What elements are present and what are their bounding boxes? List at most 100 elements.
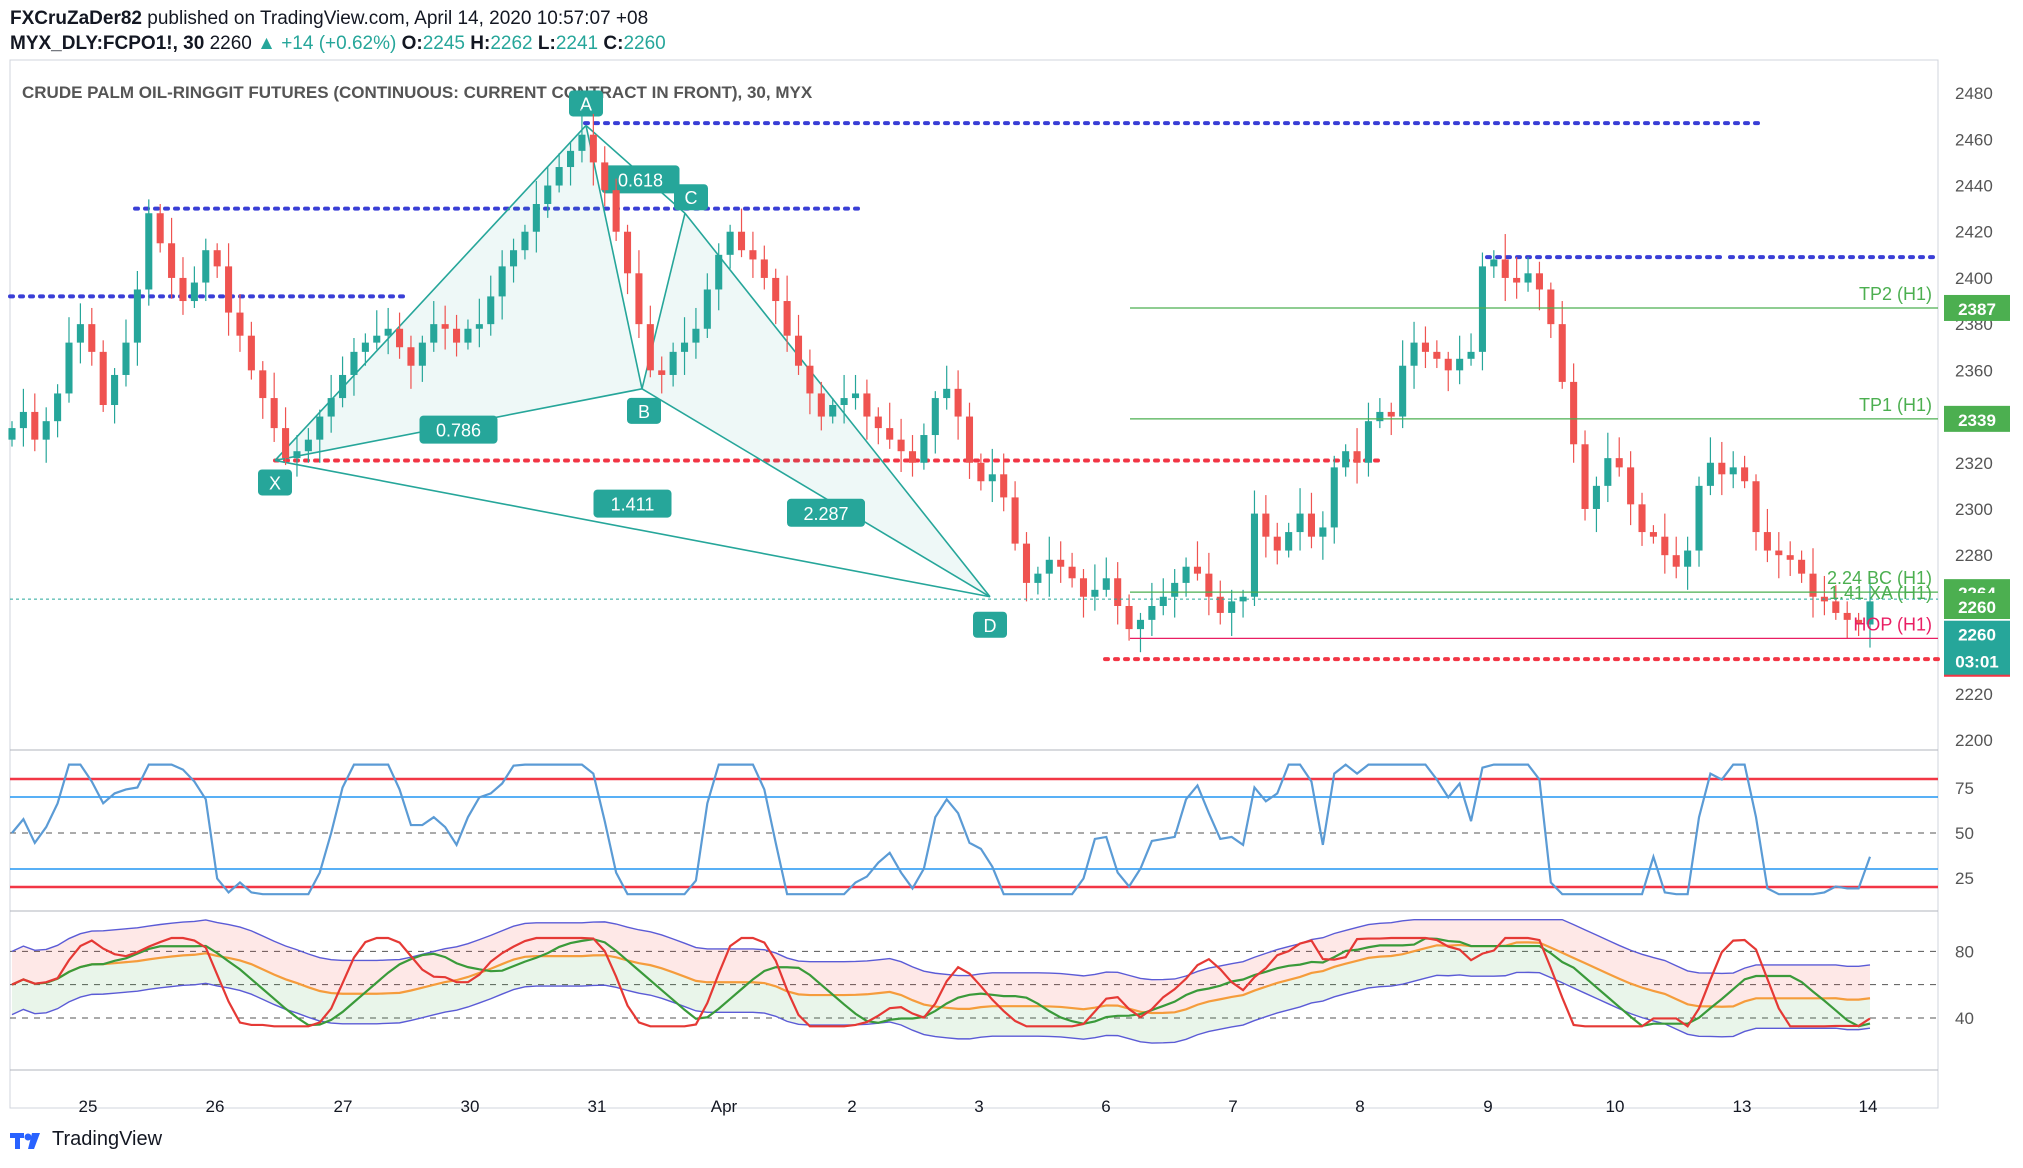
candle-body	[1421, 342, 1429, 352]
candle	[475, 298, 483, 348]
candle-body	[1775, 550, 1783, 556]
candle	[498, 250, 506, 320]
candle	[1193, 541, 1202, 581]
candle	[1410, 321, 1418, 389]
candle-body	[567, 150, 575, 168]
candle-body	[544, 185, 552, 204]
candle-body	[1250, 513, 1258, 597]
candle-body	[122, 342, 130, 375]
candle	[920, 423, 928, 470]
pattern-point-D: D	[973, 611, 1007, 638]
candle	[726, 224, 734, 269]
candle-body	[1057, 559, 1065, 567]
candle	[1524, 257, 1532, 292]
candle-body	[1125, 606, 1133, 630]
y-tick-label: 2440	[1955, 177, 1993, 196]
candle-body	[441, 324, 449, 329]
candle-body	[783, 301, 791, 336]
price-tag-bg	[1944, 593, 2010, 619]
candle	[1513, 257, 1521, 299]
candle	[453, 314, 461, 357]
stoch-slow-line	[11, 937, 1871, 1028]
candle-body	[270, 398, 278, 429]
pattern-point-label: C	[685, 188, 698, 208]
candle	[1399, 340, 1407, 429]
candle-body	[498, 266, 506, 297]
y-tick-label: 2460	[1955, 130, 1993, 149]
candle-body	[1387, 411, 1395, 417]
candle-body	[1262, 513, 1270, 537]
candle	[339, 356, 347, 408]
brand-label[interactable]: TradingView	[52, 1128, 163, 1150]
candle-body	[601, 162, 609, 191]
candle	[908, 435, 917, 477]
candle	[1570, 363, 1578, 463]
candle	[282, 407, 290, 466]
candle-body	[772, 277, 780, 302]
candle-body	[658, 370, 666, 375]
y-tick-label: 2200	[1955, 731, 1993, 750]
pattern-point-label: X	[269, 473, 281, 493]
candle	[179, 257, 187, 315]
candle	[304, 428, 312, 463]
candle-body	[430, 324, 438, 343]
candle	[213, 243, 221, 278]
ratio-badge-0.786: 0.786	[419, 415, 498, 444]
candle-body	[1706, 462, 1714, 486]
candle	[624, 224, 632, 295]
rsi-line	[11, 763, 1872, 896]
author-name[interactable]: FXCruZaDer82	[10, 8, 142, 29]
candle	[1136, 612, 1145, 653]
x-tick-label: 7	[1228, 1097, 1237, 1116]
candle	[874, 407, 882, 445]
candle	[1729, 451, 1737, 489]
candle	[578, 109, 586, 163]
candle	[111, 368, 119, 424]
candle	[1752, 474, 1760, 551]
candle	[1627, 451, 1635, 526]
candle-body	[510, 250, 518, 267]
candle	[965, 402, 974, 479]
candle-body	[1592, 485, 1600, 509]
candle-body	[156, 213, 164, 244]
candle	[1855, 612, 1863, 637]
footer: TradingView	[10, 1128, 162, 1151]
candle	[122, 319, 130, 387]
candle	[1695, 476, 1703, 567]
candle	[76, 303, 84, 364]
candle	[829, 398, 837, 424]
candle	[954, 370, 962, 440]
candle-body	[1114, 578, 1122, 606]
candle	[897, 418, 905, 472]
candle-body	[1102, 578, 1110, 590]
candle-body	[1376, 411, 1384, 422]
candle-body	[1752, 481, 1760, 533]
pattern-leg-CD	[684, 212, 991, 598]
candle	[658, 356, 666, 394]
tradingview-logo-icon[interactable]	[10, 1129, 46, 1151]
candle-body	[1524, 273, 1532, 283]
stoch-fast-line	[11, 936, 1871, 1028]
candle-body	[1353, 451, 1361, 463]
candle-body	[1285, 532, 1293, 551]
candle-body	[1330, 467, 1338, 528]
candle-body	[1798, 559, 1806, 574]
candle	[1045, 536, 1053, 597]
candle	[1786, 541, 1794, 576]
rsi-tick-label: 75	[1955, 779, 1974, 798]
target-label: 2.24 BC (H1)	[1827, 568, 1932, 588]
target-label: HOP (H1)	[1853, 614, 1932, 634]
x-tick-label: 2	[847, 1097, 856, 1116]
candle	[1535, 261, 1543, 311]
candle-body	[1034, 573, 1042, 583]
stoch-upper-fill	[12, 919, 1870, 1014]
candle	[1239, 589, 1247, 618]
candle-body	[42, 421, 50, 440]
rsi-tick-label: 25	[1955, 869, 1974, 888]
candle	[1592, 476, 1600, 533]
candle	[1307, 492, 1315, 549]
countdown-timer: 03:01	[1955, 653, 1998, 672]
publish-info: published on TradingView.com, April 14, …	[147, 8, 649, 29]
candle-body	[1273, 536, 1281, 551]
